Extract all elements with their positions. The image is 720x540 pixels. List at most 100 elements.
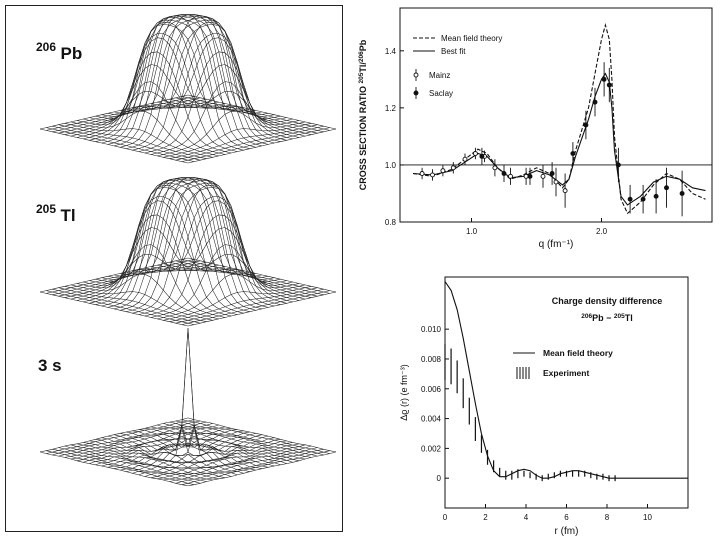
cross-section-ratio-chart: 1.0 2.0 0.8 1.0 1.2 1.4 Mean field theory Best…: [358, 7, 713, 250]
mesh-line: [52, 125, 201, 161]
mesh-line: [181, 259, 330, 294]
mesh-line: [107, 177, 256, 308]
mesh-line: [46, 127, 195, 162]
data-point: [549, 171, 555, 176]
mesh-line: [181, 290, 330, 325]
data-point: [570, 151, 576, 156]
mesh-line: [138, 440, 287, 476]
series-line: [412, 72, 706, 206]
mesh-line: [169, 447, 318, 482]
mesh-line: [39, 291, 189, 327]
data-point: [606, 82, 612, 88]
data-point: [523, 173, 529, 179]
mesh-line: [169, 287, 318, 322]
surface-plots-panel: 206 Pb 205 Tl 3 s: [5, 5, 343, 532]
mesh-line: [132, 187, 281, 314]
mesh-line: [126, 437, 275, 472]
chart-title: Charge density difference: [552, 296, 663, 306]
mesh-line: [126, 182, 275, 312]
y-axis-label: CROSS SECTION RATIO 205Tl/206Pb: [358, 39, 368, 190]
mesh-line: [126, 19, 275, 149]
y-tick-label: 0.002: [421, 444, 442, 453]
legend-marker: [413, 90, 419, 96]
mesh-line: [113, 15, 263, 147]
y-tick-label: 0.006: [421, 385, 442, 394]
mesh-line: [95, 178, 244, 305]
legend-label: Mean field theory: [543, 348, 613, 358]
legend-label: Mainz: [429, 71, 450, 80]
y-tick-label: 0.004: [421, 415, 442, 424]
mesh-line: [175, 125, 324, 161]
y-tick-label: 1.4: [385, 47, 397, 56]
data-point: [419, 171, 425, 176]
mesh-line: [157, 444, 306, 480]
x-tick-label: 2: [483, 513, 488, 522]
data-point: [450, 165, 456, 171]
mesh-line: [181, 419, 330, 454]
mesh-line: [187, 291, 337, 327]
data-point: [430, 172, 435, 178]
data-point: [479, 153, 485, 159]
mesh-line: [58, 98, 207, 134]
x-tick-label: 0: [443, 513, 448, 522]
mesh-line: [89, 22, 238, 141]
mesh-line: [175, 449, 324, 484]
mesh-line: [83, 200, 232, 303]
data-point: [615, 162, 621, 168]
mesh-line: [150, 443, 300, 479]
mesh-line: [95, 187, 244, 314]
mesh-line: [101, 431, 250, 467]
mesh-line: [70, 424, 219, 460]
mesh-line: [150, 81, 300, 155]
mesh-line: [46, 96, 195, 131]
x-axis-label: q (fm⁻¹): [539, 239, 574, 250]
data-point: [462, 156, 468, 162]
mesh-line: [107, 17, 256, 148]
mesh-line: [89, 185, 238, 304]
mesh-line: [64, 263, 213, 298]
data-point: [501, 171, 507, 176]
mesh-line: [64, 286, 213, 321]
data-point: [592, 99, 598, 105]
mesh-line: [58, 287, 207, 322]
mesh-line: [120, 17, 269, 148]
mesh-line: [89, 429, 238, 464]
mesh-line: [107, 180, 256, 311]
data-point: [492, 165, 498, 171]
mesh-line: [58, 124, 207, 159]
mesh-line: [163, 445, 312, 481]
mesh-line: [120, 180, 269, 311]
y-tick-label: 0: [437, 474, 442, 483]
mesh-line: [95, 430, 244, 466]
x-tick-label: 10: [643, 513, 652, 522]
x-axis-label: r (fm): [555, 526, 579, 537]
x-tick-label: 2.0: [596, 227, 608, 236]
y-tick-label: 0.8: [385, 218, 397, 227]
y-axis-label: Δϱ (r) (e fm⁻³): [399, 364, 409, 420]
label-3s: 3 s: [38, 356, 62, 375]
mesh-line: [70, 254, 219, 300]
legend-label: Experiment: [543, 368, 589, 378]
mesh-line: [95, 15, 244, 142]
legend-marker: [413, 72, 419, 78]
charge-density-chart: 0 2 4 6 8 10 0 0.002 0.004 0.006 0.008 0.010 Mean f…: [399, 276, 689, 537]
label-tl205: 205 Tl: [36, 202, 76, 225]
data-point: [553, 179, 559, 185]
mesh-line: [120, 426, 269, 471]
data-point: [679, 191, 685, 196]
mesh-line: [89, 33, 238, 152]
mesh-line: [187, 451, 337, 487]
mesh-line: [144, 442, 293, 477]
mesh-line: [64, 123, 213, 158]
mesh-line: [83, 37, 232, 140]
data-point: [583, 122, 589, 128]
surface-plot: [39, 328, 337, 487]
data-point: [627, 196, 633, 202]
mesh-line: [187, 128, 337, 164]
legend-label: Best fit: [441, 47, 466, 56]
plot-frame: [399, 7, 713, 223]
data-point: [640, 196, 646, 202]
mesh-line: [181, 127, 330, 162]
mesh-line: [95, 24, 244, 151]
mesh-line: [89, 196, 238, 315]
